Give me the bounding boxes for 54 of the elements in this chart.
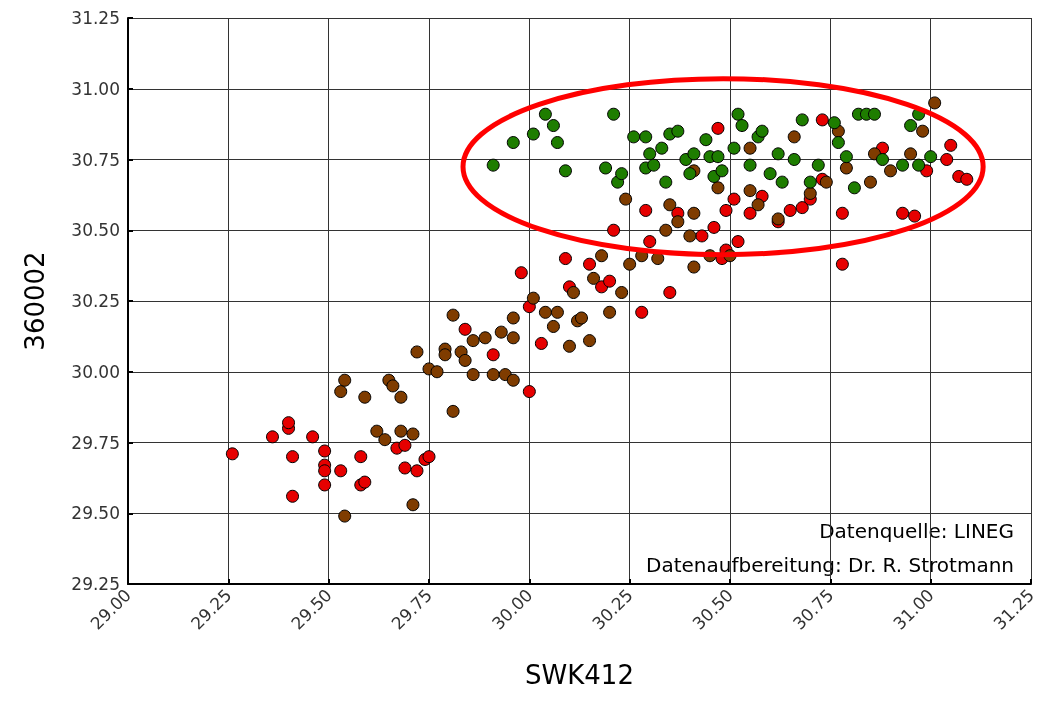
point <box>803 175 817 189</box>
point <box>558 164 572 178</box>
y-tick-label: 31.00 <box>71 78 120 99</box>
y-tick-label: 30.50 <box>71 220 120 241</box>
point <box>647 158 661 172</box>
point <box>787 153 801 166</box>
point <box>538 107 552 121</box>
point <box>876 153 890 166</box>
point <box>599 161 613 175</box>
point <box>627 130 641 144</box>
point <box>659 175 673 189</box>
point <box>546 119 560 133</box>
point <box>683 167 697 181</box>
point <box>912 158 926 172</box>
y-tick-label: 30.00 <box>71 361 120 382</box>
point <box>715 164 729 178</box>
point <box>506 136 520 150</box>
point <box>731 107 745 121</box>
point <box>847 181 861 195</box>
point <box>795 113 809 127</box>
point <box>550 136 564 150</box>
point <box>486 158 500 172</box>
point <box>839 150 853 164</box>
point <box>763 167 777 181</box>
y-tick-label: 29.75 <box>71 432 120 453</box>
point <box>896 158 910 172</box>
y-tick-label: 31.25 <box>71 8 120 28</box>
point <box>607 107 621 121</box>
point <box>615 167 629 181</box>
point <box>831 136 845 150</box>
point <box>867 107 881 121</box>
point <box>699 133 713 147</box>
point <box>827 116 841 130</box>
y-tick-label: 29.50 <box>71 503 120 524</box>
point <box>904 119 918 133</box>
point <box>727 141 741 155</box>
point <box>711 150 725 164</box>
point <box>526 127 540 141</box>
point <box>775 175 789 189</box>
point <box>671 124 685 138</box>
point <box>924 150 938 164</box>
x-axis-title: SWK412 <box>525 660 634 690</box>
point <box>735 119 749 133</box>
y-tick-label: 30.25 <box>71 291 120 311</box>
y-tick-label: 30.75 <box>71 149 120 170</box>
point <box>771 147 785 161</box>
point <box>655 141 669 155</box>
point <box>811 158 825 172</box>
y-axis-title: 360002 <box>20 251 50 351</box>
point <box>639 130 653 144</box>
point <box>743 158 757 172</box>
point <box>643 147 657 161</box>
point <box>755 124 769 138</box>
point <box>687 147 701 161</box>
